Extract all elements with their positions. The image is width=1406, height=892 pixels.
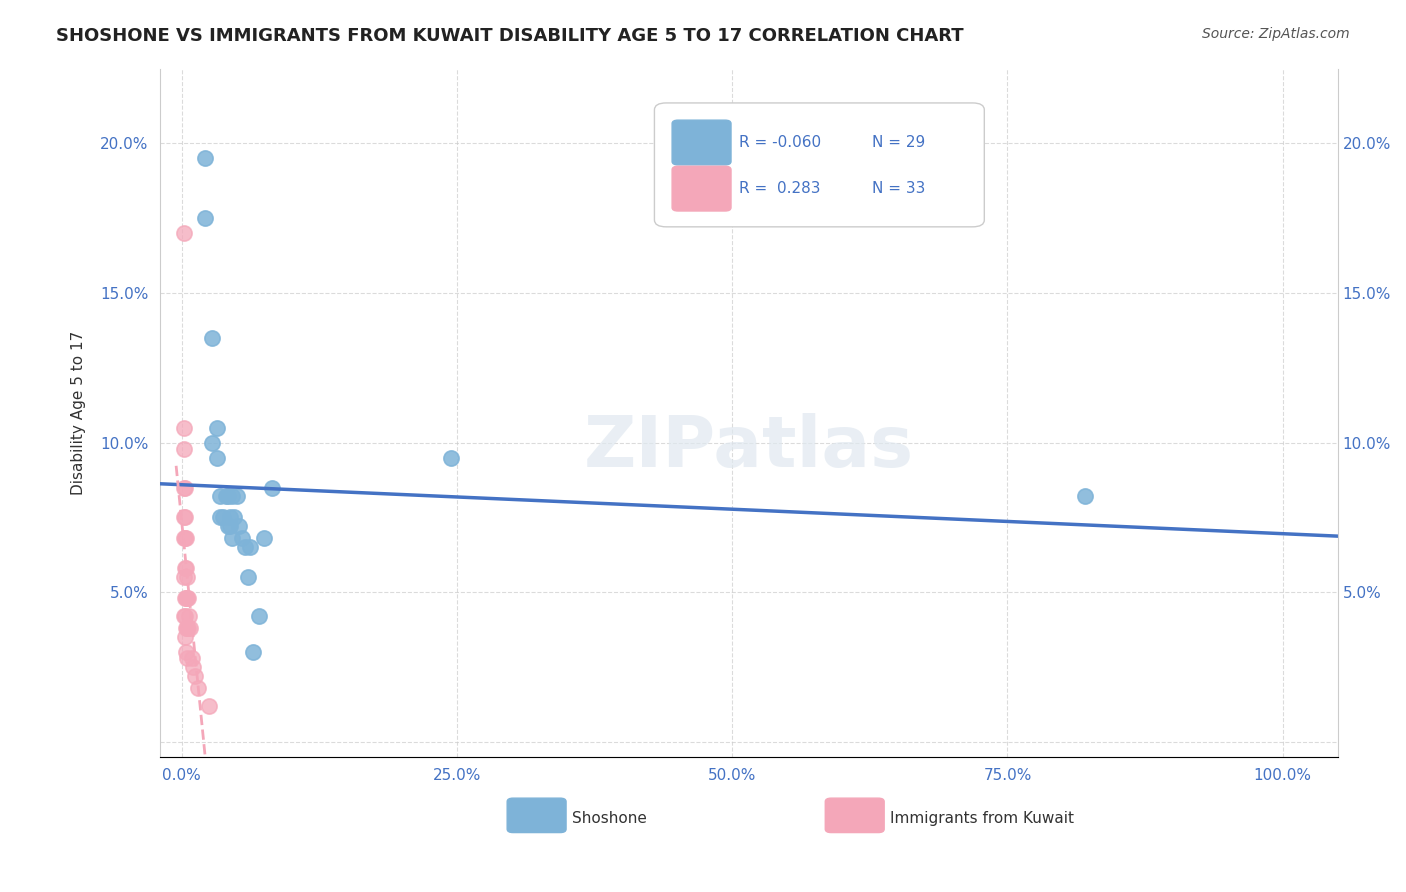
Text: Shoshone: Shoshone <box>572 812 647 826</box>
Point <box>209 510 232 524</box>
Point <box>174 591 197 606</box>
Point <box>260 481 283 495</box>
Point <box>174 621 197 635</box>
Point <box>209 490 232 504</box>
Point <box>212 510 235 524</box>
Point <box>215 490 238 504</box>
Point <box>173 226 195 240</box>
Point <box>173 532 195 546</box>
Point <box>176 570 198 584</box>
Point <box>187 681 209 695</box>
Point <box>1073 490 1095 504</box>
Text: R =  0.283: R = 0.283 <box>740 181 821 196</box>
Text: ZIPatlas: ZIPatlas <box>583 413 914 482</box>
Point <box>217 490 239 504</box>
Point <box>174 645 197 659</box>
Point <box>201 331 224 345</box>
Point <box>176 591 198 606</box>
Point <box>173 609 195 624</box>
Point <box>173 442 195 456</box>
Point <box>198 698 221 713</box>
Point <box>201 435 224 450</box>
Point <box>225 490 247 504</box>
Point <box>184 669 207 683</box>
FancyBboxPatch shape <box>672 166 731 211</box>
Point <box>224 510 246 524</box>
Text: N = 29: N = 29 <box>872 136 925 151</box>
FancyBboxPatch shape <box>825 798 884 832</box>
Point <box>194 211 217 226</box>
Y-axis label: Disability Age 5 to 17: Disability Age 5 to 17 <box>72 331 86 495</box>
Point <box>205 420 228 434</box>
Point <box>174 591 197 606</box>
Point <box>176 621 198 635</box>
Point <box>221 490 243 504</box>
FancyBboxPatch shape <box>654 103 984 227</box>
Point <box>179 609 201 624</box>
Point <box>177 621 200 635</box>
Point <box>174 532 197 546</box>
Point <box>205 450 228 465</box>
Point <box>179 621 201 635</box>
FancyBboxPatch shape <box>672 120 731 165</box>
Point <box>217 519 239 533</box>
Point <box>236 570 259 584</box>
Point <box>221 532 243 546</box>
Point <box>440 450 463 465</box>
Text: R = -0.060: R = -0.060 <box>740 136 821 151</box>
Point <box>253 532 276 546</box>
Point <box>176 651 198 665</box>
Point <box>239 541 262 555</box>
Text: SHOSHONE VS IMMIGRANTS FROM KUWAIT DISABILITY AGE 5 TO 17 CORRELATION CHART: SHOSHONE VS IMMIGRANTS FROM KUWAIT DISAB… <box>56 27 965 45</box>
Point <box>174 609 197 624</box>
Point <box>174 561 197 575</box>
Point <box>181 660 204 674</box>
Point <box>174 510 197 524</box>
Point <box>231 532 253 546</box>
Text: Immigrants from Kuwait: Immigrants from Kuwait <box>890 812 1074 826</box>
Point <box>247 609 270 624</box>
Point <box>174 532 197 546</box>
FancyBboxPatch shape <box>508 798 567 832</box>
Text: N = 33: N = 33 <box>872 181 925 196</box>
Point <box>174 630 197 644</box>
Point <box>173 510 195 524</box>
Text: Source: ZipAtlas.com: Source: ZipAtlas.com <box>1202 27 1350 41</box>
Point <box>194 151 217 165</box>
Point <box>235 541 257 555</box>
Point <box>173 570 195 584</box>
Point <box>219 510 242 524</box>
Point <box>219 519 242 533</box>
Point <box>180 651 202 665</box>
Point <box>173 420 195 434</box>
Point <box>228 519 250 533</box>
Point <box>174 481 197 495</box>
Point <box>177 591 200 606</box>
Point <box>242 645 264 659</box>
Point <box>173 481 195 495</box>
Point <box>174 561 197 575</box>
